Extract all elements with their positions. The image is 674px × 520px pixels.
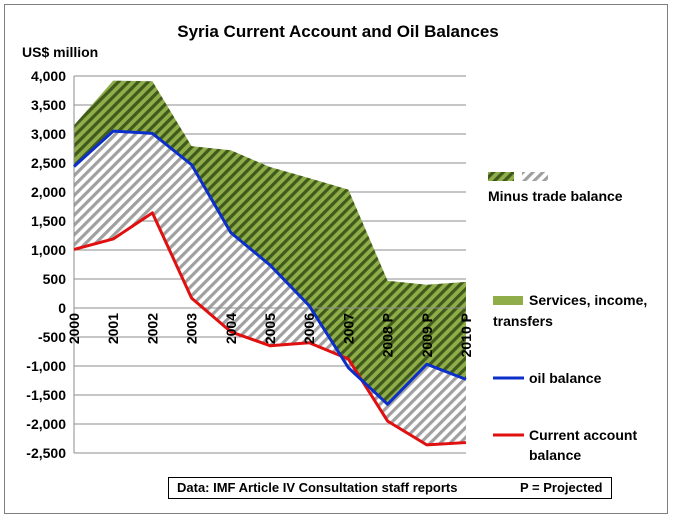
y-tick-label: 1,000 (31, 242, 66, 258)
series-line-current-account (73, 211, 467, 447)
x-tick-labels: 2000 2001 2002 2003 2004 2005 2006 2007 2008 P 20… (66, 313, 474, 358)
projected-note: P = Projected (520, 480, 603, 495)
y-tick-label: -2,000 (26, 416, 66, 432)
y-tick-label: -1,000 (26, 358, 66, 374)
plot-areas (74, 80, 466, 445)
y-tick-label: 500 (43, 271, 67, 287)
x-tick-label: 2003 (184, 313, 200, 344)
y-axis-label: US$ million (22, 44, 98, 60)
y-tick-label: 3,000 (31, 126, 66, 142)
legend-swatch-minus-trade-green (488, 172, 514, 181)
y-tick-label: -500 (38, 329, 66, 345)
legend-swatch-services (493, 296, 523, 305)
series-line-oil-balance (72, 129, 467, 406)
x-tick-label: 2000 (66, 313, 82, 344)
x-tick-label: 2004 (223, 313, 239, 344)
y-tick-label: -2,500 (26, 445, 66, 461)
y-tick-label: -1,500 (26, 387, 66, 403)
legend: Minus trade balance Services, income, tr… (488, 172, 647, 463)
y-tick-label: 1,500 (31, 213, 66, 229)
x-tick-label: 2001 (105, 313, 121, 344)
x-tick-label: 2007 (340, 313, 356, 344)
area-services-income-transfers (74, 80, 466, 405)
x-tick-label: 2010 P (458, 313, 474, 357)
legend-swatch-minus-trade-hatch (522, 172, 548, 181)
legend-label-current-account-1: Current account (529, 427, 637, 443)
series-lines (72, 129, 467, 447)
x-tick-label: 2002 (144, 313, 160, 344)
y-tick-label: 3,500 (31, 97, 66, 113)
legend-label-services-1: Services, income, (529, 292, 647, 308)
source-note: Data: IMF Article IV Consultation staff … (177, 480, 458, 495)
legend-label-oil: oil balance (529, 370, 602, 386)
y-tick-label: 4,000 (31, 68, 66, 84)
y-tick-labels: 4,000 3,500 3,000 2,500 2,000 1,500 1,000 500 0 -… (26, 68, 66, 461)
x-tick-label: 2006 (301, 313, 317, 344)
axes (73, 76, 466, 453)
legend-label-minus-trade: Minus trade balance (488, 188, 623, 204)
source-note-box: Data: IMF Article IV Consultation staff … (168, 477, 612, 499)
y-tick-label: 2,500 (31, 155, 66, 171)
legend-label-current-account-2: balance (529, 447, 581, 463)
y-tick-label: 2,000 (31, 184, 66, 200)
area-minus-trade-balance (74, 131, 466, 445)
x-tick-label: 2009 P (419, 313, 435, 357)
legend-label-services-2: transfers (493, 313, 553, 329)
chart-title: Syria Current Account and Oil Balances (177, 22, 499, 41)
x-tick-label: 2008 P (380, 313, 396, 357)
x-tick-label: 2005 (262, 313, 278, 344)
y-tick-label: 0 (58, 300, 66, 316)
